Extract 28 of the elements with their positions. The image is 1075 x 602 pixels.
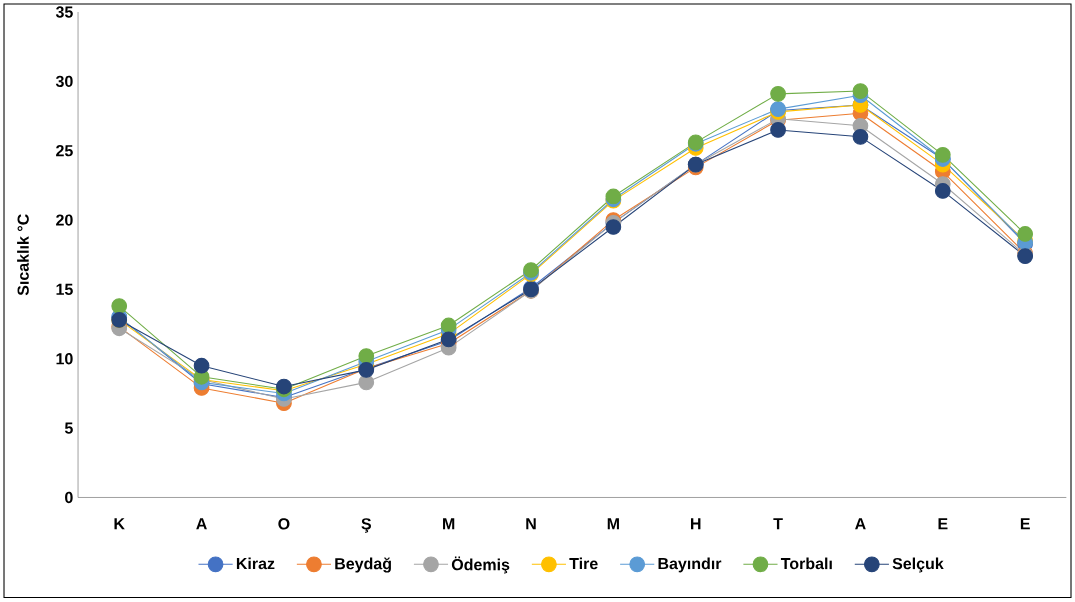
legend-label: Kiraz [236, 557, 275, 570]
x-tick-label: E [938, 518, 948, 530]
x-tick-label: N [526, 518, 536, 530]
legend-label: Beydağ [335, 557, 391, 573]
y-tick-label: 35 [55, 6, 73, 18]
x-tick-label: K [114, 518, 125, 530]
x-tick-label: H [691, 518, 701, 530]
legend-label: Ödemiş [451, 556, 510, 574]
legend-label: Tire [569, 557, 598, 570]
y-tick-label: 10 [56, 353, 73, 365]
legend-label: Selçuk [892, 557, 944, 573]
legend-label: Bayındır [658, 557, 722, 573]
x-tick-label: O [278, 518, 290, 530]
x-tick-label: T [773, 518, 783, 530]
x-tick-label: E [1020, 518, 1030, 530]
x-tick-label: Ş [361, 518, 371, 533]
y-tick-label: 30 [55, 75, 73, 88]
x-tick-label: A [196, 518, 207, 530]
y-tick-label: 20 [56, 214, 73, 226]
y-tick-label: 15 [56, 284, 73, 296]
legend-label: Torbalı [780, 557, 832, 570]
x-tick-label: M [607, 518, 619, 530]
x-tick-label: M [443, 518, 455, 530]
x-tick-label: A [855, 518, 866, 530]
y-tick-label: 25 [56, 145, 73, 157]
y-axis-title: Sıcaklık °C [17, 214, 29, 296]
y-tick-label: 0 [65, 492, 73, 504]
y-tick-label: 5 [64, 422, 73, 434]
